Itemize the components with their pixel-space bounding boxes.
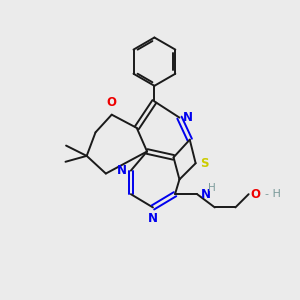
Text: N: N bbox=[201, 188, 211, 201]
Text: O: O bbox=[107, 96, 117, 110]
Text: - H: - H bbox=[265, 189, 281, 199]
Text: O: O bbox=[250, 188, 260, 201]
Text: N: N bbox=[183, 111, 193, 124]
Text: S: S bbox=[200, 157, 208, 170]
Text: N: N bbox=[148, 212, 158, 225]
Text: H: H bbox=[208, 183, 216, 193]
Text: N: N bbox=[116, 164, 126, 177]
